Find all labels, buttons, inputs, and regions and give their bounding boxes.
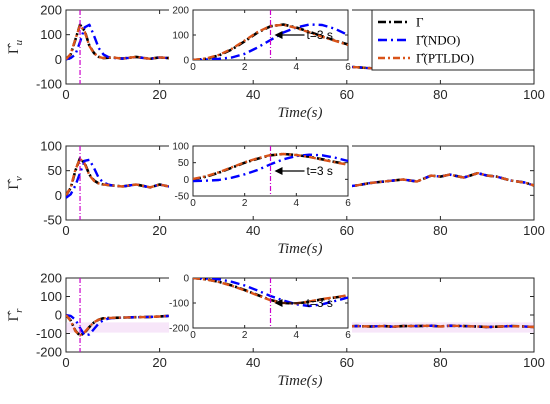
panel-u-inset-ytick-label: 100 [172,31,189,42]
panel-u-xtick-label: 0 [62,87,69,102]
panel-u-inset-xtick-label: 2 [242,62,248,73]
legend-label: Γ̂(PTLDO) [416,51,474,66]
panel-r-annotation-text: t=3 s [307,296,333,310]
panel-r-inset-ytick-label: -100 [169,299,189,310]
panel-r-ylabel: Γ̂r [6,308,25,322]
panel-u-xtick-label: 100 [523,87,545,102]
panel-u-inset-ytick-label: 0 [183,56,189,67]
panel-u-xtick-label: 60 [340,87,354,102]
panel-u-annotation-arrowhead [274,31,283,39]
panel-r-inset-xtick-label: 4 [294,330,300,341]
panel-r-inset-xtick-label: 2 [242,330,248,341]
legend: Γ Γ̂(NDO) Γ̂(PTLDO) [371,9,535,71]
panel-v-inset-ytick-label: 0 [183,175,189,186]
panel-r-xtick-label: 20 [152,355,166,370]
panel-v-annotation-arrowhead [274,167,283,175]
panel-u-inset-ytick-label: 200 [172,6,189,17]
panel-v-inset-xtick-label: 0 [190,198,196,209]
panel-v-inset-xtick-label: 4 [294,198,300,209]
panel-u-ytick-label: 200 [40,3,62,18]
panel-v-annotation-text: t=3 s [307,164,333,178]
panel-u-inset-xtick-label: 6 [345,62,351,73]
panel-r-ytick-label: 100 [40,289,62,304]
panel-v-xtick-label: 20 [152,223,166,238]
panel-r-ytick-label: -100 [36,326,62,341]
panel-r-ytick-label: 0 [55,308,62,323]
panel-r-inset-ytick-label: -200 [169,324,189,335]
panel-r-ytick-label: 200 [40,271,62,286]
panel-r-inset-xtick-label: 6 [345,330,351,341]
panel-r-annotation-arrowhead [274,299,283,307]
panel-v-inset-ytick-label: 100 [172,142,189,153]
panel-v-xtick-label: 100 [523,223,545,238]
panel-r-inset-xtick-label: 0 [190,330,196,341]
panel-u-ylabel: Γ̂u [6,39,25,54]
panel-v-inset-ytick-label: -50 [175,192,190,203]
panel-v-xtick-label: 40 [246,223,260,238]
panel-v-inset-xtick-label: 6 [345,198,351,209]
panel-u-ytick-label: 0 [55,52,62,67]
panel-r-inset: 0 2 4 6 -200 -100 0 t=3 s [169,274,352,341]
panel-v-inset-xtick-label: 2 [242,198,248,209]
panel-r-xtick-label: 0 [62,355,69,370]
panel-u-xlabel: Time(s) [278,105,323,121]
panel-v-inset-series-line [193,152,348,181]
panel-v-xtick-label: 60 [340,223,354,238]
panel-v-xtick-label: 80 [433,223,447,238]
panel-v-inset-ytick-label: 50 [178,158,190,169]
panel-r-ytick-label: -200 [36,345,62,360]
panel-u-xtick-label: 20 [152,87,166,102]
panel-v-ytick-label: 50 [48,163,62,178]
panel-r-xlabel: Time(s) [278,373,323,389]
legend-label: Γ̂(NDO) [416,33,460,48]
panel-u-ytick-label: -100 [36,77,62,92]
panel-u-xtick-label: 80 [433,87,447,102]
panel-v-ytick-label: 0 [55,188,62,203]
panel-v-ytick-label: 100 [40,139,62,154]
legend-label: Γ [416,15,424,30]
panel-u-ytick-label: 100 [40,27,62,42]
panel-v-ylabel: Γ̂v [6,176,25,190]
panel-r-series-line [66,314,534,337]
panel-u-inset: 0 2 4 6 0 100 200 t=3 s [169,6,352,73]
panel-u-inset-xtick-label: 0 [190,62,196,73]
panel-r-inset-ytick-label: 0 [183,274,189,285]
panel-v-ytick-label: -50 [43,213,62,228]
panel-r-xtick-label: 100 [523,355,545,370]
panel-u-annotation-text: t=3 s [307,28,333,42]
panel-u-xtick-label: 40 [246,87,260,102]
panel-r-xtick-label: 60 [340,355,354,370]
panel-u-inset-xtick-label: 4 [294,62,300,73]
panel-v-xtick-label: 0 [62,223,69,238]
panel-r-xtick-label: 40 [246,355,260,370]
panel-r-xtick-label: 80 [433,355,447,370]
panel-v-inset-series-line [193,153,348,183]
panel-u-inset-series-line [193,23,348,60]
panel-v-xlabel: Time(s) [278,241,323,257]
